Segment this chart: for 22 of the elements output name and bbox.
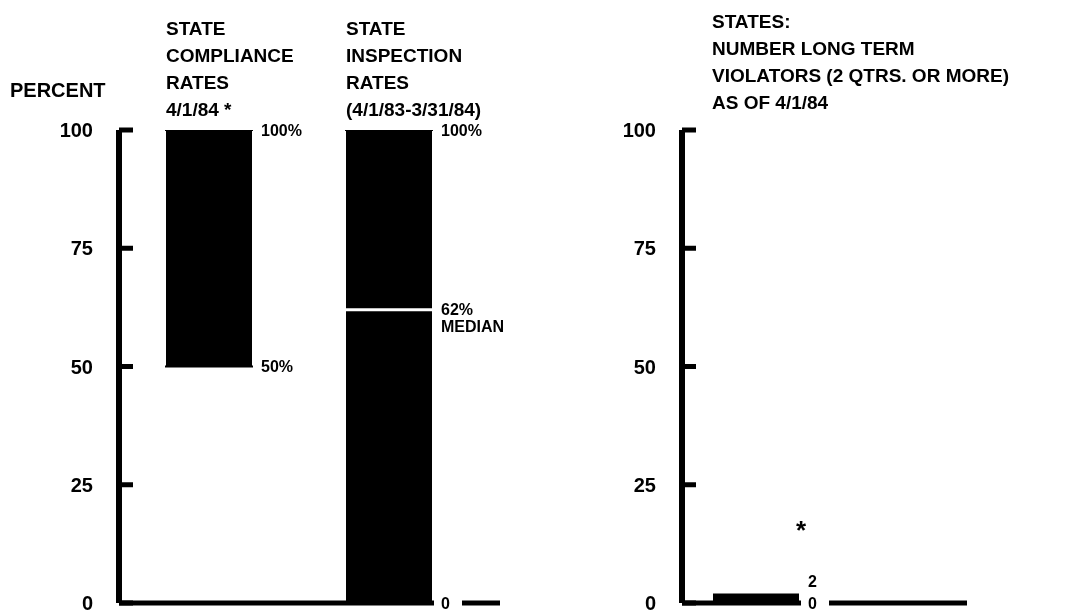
annotation: 50% bbox=[261, 358, 294, 376]
annotation: 100% bbox=[261, 121, 302, 139]
y-tick-label: 100 bbox=[59, 119, 93, 141]
y-axis-title: PERCENT bbox=[10, 78, 106, 102]
x-tick-label: STATE COMPLIANCE RATES 4/1/84 * bbox=[166, 18, 294, 120]
data-label: 2 bbox=[808, 572, 817, 590]
y-tick-label: 50 bbox=[633, 355, 656, 378]
annotation: 62% MEDIAN bbox=[441, 301, 505, 336]
y-tick-label: 0 bbox=[81, 592, 93, 614]
y-tick-label: 100 bbox=[622, 119, 656, 141]
annotation: 0 bbox=[441, 594, 450, 612]
y-tick-label: 0 bbox=[644, 592, 656, 614]
y-tick-label: 50 bbox=[70, 355, 93, 378]
annotation: 0 bbox=[808, 594, 817, 612]
x-tick-label: STATE INSPECTION RATES (4/1/83-3/31/84) bbox=[346, 18, 482, 120]
y-tick-label: 25 bbox=[633, 473, 656, 496]
y-tick-label: 75 bbox=[633, 237, 656, 260]
annotation: * bbox=[795, 514, 807, 545]
y-tick-label: 75 bbox=[70, 237, 93, 260]
chart-title: STATES: NUMBER LONG TERM VIOLATORS (2 QTRS. OR MORE) AS OF 4/1/84 bbox=[712, 10, 1009, 115]
annotation: 100% bbox=[441, 121, 482, 139]
y-tick-label: 25 bbox=[70, 473, 93, 496]
